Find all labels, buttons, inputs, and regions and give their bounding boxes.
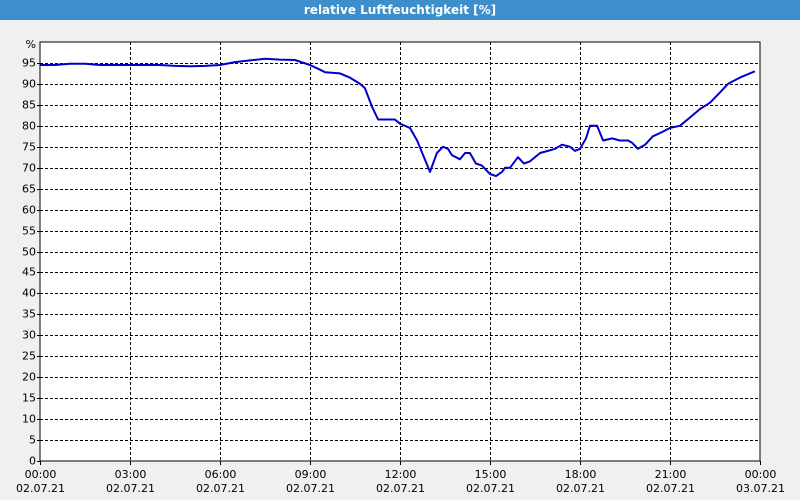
y-tick-label: 20	[22, 371, 36, 384]
y-tick-label: 85	[22, 99, 36, 112]
x-tick-label: 09:00 02.07.21	[286, 468, 335, 495]
y-tick-label: 40	[22, 287, 36, 300]
x-tick-label: 18:00 02.07.21	[556, 468, 605, 495]
y-tick-label: 80	[22, 120, 36, 133]
title-bar	[0, 0, 800, 20]
layer	[40, 42, 760, 461]
y-tick-label: 50	[22, 246, 36, 259]
y-tick-label: 90	[22, 78, 36, 91]
y-tick-label: 15	[22, 392, 36, 405]
y-tick-label: 45	[22, 266, 36, 279]
y-tick-label: 60	[22, 204, 36, 217]
y-unit-label: %	[26, 38, 36, 51]
y-tick-label: 10	[22, 413, 36, 426]
y-tick-label: 70	[22, 162, 36, 175]
x-tick-label: 03:00 02.07.21	[106, 468, 155, 495]
x-tick-label: 12:00 02.07.21	[376, 468, 425, 495]
x-tick-label: 00:00 02.07.21	[16, 468, 65, 495]
y-tick-label: 30	[22, 329, 36, 342]
plot-area	[40, 42, 760, 461]
data-line	[40, 57, 756, 178]
y-tick-label: 0	[29, 455, 36, 468]
x-tick-label: 21:00 02.07.21	[646, 468, 695, 495]
y-tick-label: 55	[22, 225, 36, 238]
y-tick-label: 5	[29, 434, 36, 447]
y-tick-label: 25	[22, 350, 36, 363]
chart-title: relative Luftfeuchtigkeit [%]	[304, 3, 496, 17]
y-tick-label: 35	[22, 308, 36, 321]
y-tick-label: 75	[22, 141, 36, 154]
y-tick-label: 65	[22, 183, 36, 196]
x-tick-label: 15:00 02.07.21	[466, 468, 515, 495]
x-tick-label: 00:00 03.07.21	[736, 468, 785, 495]
x-tick-label: 06:00 02.07.21	[196, 468, 245, 495]
y-tick-label: 95	[22, 57, 36, 70]
